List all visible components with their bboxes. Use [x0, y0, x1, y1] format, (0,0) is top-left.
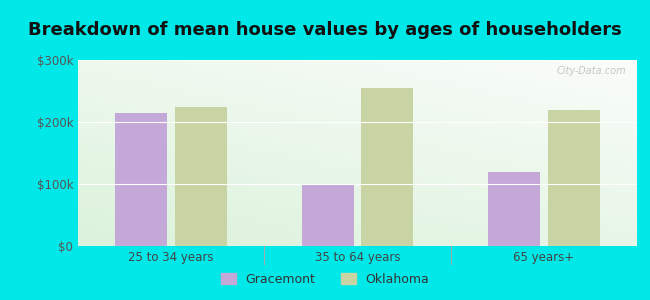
Bar [302, 184, 354, 246]
Legend: Gracemont, Oklahoma: Gracemont, Oklahoma [216, 268, 434, 291]
Bar [488, 172, 540, 246]
Bar [361, 88, 413, 246]
Bar [175, 106, 227, 246]
Bar [547, 110, 600, 246]
Bar [115, 113, 168, 246]
Text: Breakdown of mean house values by ages of householders: Breakdown of mean house values by ages o… [28, 21, 622, 39]
Text: City-Data.com: City-Data.com [556, 66, 626, 76]
